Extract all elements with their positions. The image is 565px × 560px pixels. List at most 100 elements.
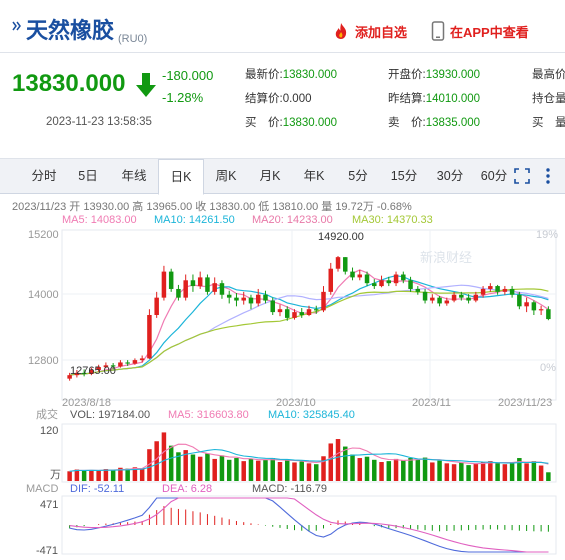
volume-bar	[248, 458, 254, 481]
quote-timestamp: 2023-11-23 13:58:35	[46, 116, 152, 128]
volume-bar	[531, 461, 537, 481]
tab-weekly-k[interactable]: 周K	[215, 169, 237, 183]
volume-bar	[132, 467, 138, 481]
volume-bar	[96, 470, 101, 481]
volume-bar	[437, 460, 442, 481]
volume-bar	[241, 461, 246, 481]
volume-bar	[393, 458, 399, 481]
volume-bar	[292, 462, 297, 481]
pct-tick: 19%	[536, 229, 558, 241]
tab-yearly-k[interactable]: 年K	[303, 169, 325, 183]
volume-bar	[343, 446, 348, 481]
volume-bar	[263, 459, 268, 481]
macd-dif-line	[69, 497, 549, 553]
kline-chart[interactable]: 15200 14000 12800 19% 0% 新浪财经 14920.00 1…	[0, 226, 565, 560]
volume-bar	[488, 461, 493, 481]
quote-field: 昨结算:14010.000	[388, 93, 481, 105]
macd-tick: 471	[40, 499, 58, 511]
volume-ma10: MA10: 325845.40	[268, 409, 355, 421]
volume-ma5: MA5: 316603.80	[168, 409, 249, 421]
candle-body	[350, 271, 355, 278]
candle-body	[364, 274, 370, 284]
volume-bar	[451, 464, 457, 481]
candle-body	[168, 271, 174, 289]
candle-body	[241, 297, 246, 301]
macd-panel	[61, 495, 557, 555]
tab-daily-k[interactable]: 日K	[158, 159, 204, 195]
add-favorite-button[interactable]: 添加自选	[332, 20, 407, 42]
candle-body	[183, 280, 188, 298]
volume-bar	[270, 458, 275, 481]
candle-body	[372, 283, 377, 287]
candle-body	[248, 297, 254, 304]
macd-dif: DIF: -52.11	[70, 483, 124, 495]
candle-body	[110, 365, 116, 367]
candle-body	[459, 294, 464, 298]
candle-body	[357, 274, 363, 278]
volume-bar	[379, 462, 384, 481]
tab-5min[interactable]: 5分	[348, 169, 368, 183]
candle-body	[103, 365, 109, 368]
volume-bar	[147, 449, 152, 481]
candle-body	[270, 300, 275, 313]
volume-bar	[386, 461, 392, 481]
candle-body	[132, 360, 138, 364]
volume-bar	[74, 469, 80, 481]
tab-year-line[interactable]: 年线	[121, 169, 147, 183]
tab-60min[interactable]: 60分	[480, 169, 508, 183]
volume-bar	[139, 468, 145, 481]
candle-info: 2023/11/23 开 13930.00 高 13965.00 收 13830…	[12, 201, 412, 213]
tab-5day[interactable]: 5日	[78, 169, 98, 183]
candle-body	[509, 288, 515, 295]
date-tick: 2023/10	[276, 397, 316, 409]
candle-body	[125, 362, 130, 364]
candle-body	[176, 288, 181, 298]
volume-bar	[284, 460, 290, 481]
instrument-code: (RU0)	[118, 33, 148, 45]
candle-body	[321, 291, 326, 311]
volume-bar	[81, 470, 87, 481]
volume-bar	[168, 445, 174, 481]
candle-body	[517, 294, 522, 307]
candle-body	[205, 277, 210, 292]
volume-bars	[67, 432, 551, 481]
volume-panel	[61, 423, 557, 483]
candle-body	[437, 297, 442, 304]
volume-bar	[299, 461, 304, 481]
view-in-app-button[interactable]: 在APP中查看	[431, 20, 529, 42]
volume-bar	[161, 432, 167, 481]
quote-field: 最新价:13830.000	[245, 69, 338, 81]
view-in-app-label: 在APP中查看	[450, 24, 529, 40]
candle-body	[81, 372, 87, 375]
volume-title: 成交	[36, 407, 58, 421]
tab-monthly-k[interactable]: 月K	[259, 169, 281, 183]
candle-body	[335, 257, 341, 269]
instrument-name: 天然橡胶	[26, 18, 115, 43]
low-label: 12765.00	[70, 365, 116, 377]
candle-body	[495, 286, 500, 292]
add-favorite-label: 添加自选	[355, 24, 408, 40]
more-dots-icon[interactable]	[543, 167, 553, 185]
candles	[67, 255, 551, 381]
volume-bar	[430, 462, 435, 481]
tab-intraday[interactable]: 分时	[31, 169, 57, 183]
volume-bar	[517, 458, 522, 481]
candle-body	[393, 274, 399, 284]
fullscreen-icon[interactable]	[514, 168, 530, 184]
volume-bar	[357, 458, 363, 481]
date-tick: 2023/11	[412, 397, 451, 409]
volume-bar	[480, 462, 486, 481]
candle-body	[386, 280, 392, 284]
candle-body	[118, 362, 123, 367]
volume-bar	[110, 470, 116, 481]
candle-body	[219, 283, 225, 295]
period-tabs: 分时 5日 年线 日K 周K 月K 年K 5分 15分 30分 60分	[0, 158, 565, 195]
candle-body	[306, 309, 312, 315]
volume-bar	[372, 459, 377, 481]
volume-ma10-line	[69, 448, 549, 472]
watermark: 新浪财经	[420, 250, 472, 265]
candle-body	[234, 297, 239, 301]
tab-30min[interactable]: 30分	[436, 169, 464, 183]
tab-15min[interactable]: 15分	[390, 169, 418, 183]
candle-body	[226, 294, 232, 298]
